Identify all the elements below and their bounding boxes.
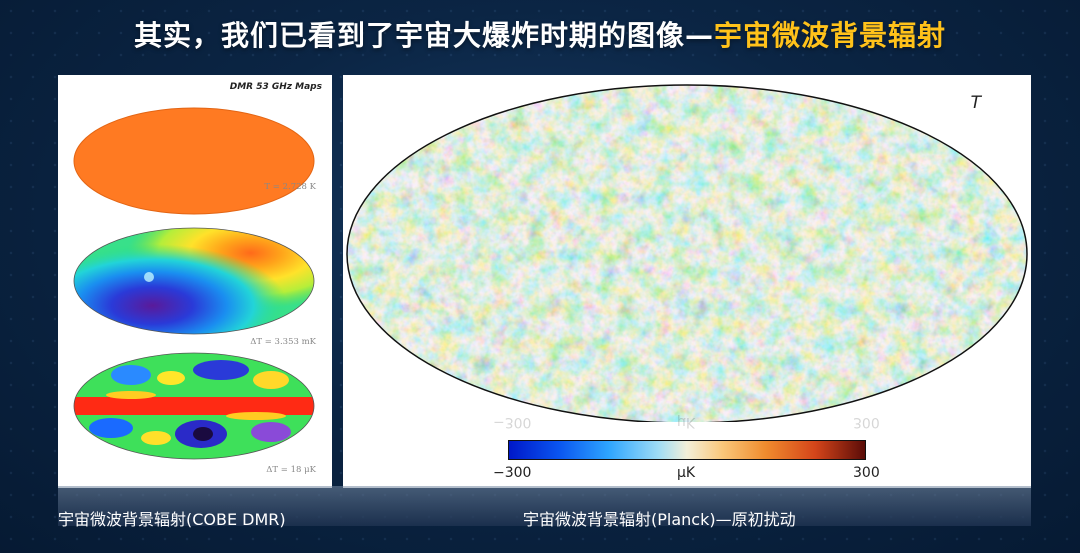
slide-title: 其实，我们已看到了宇宙大爆炸时期的图像—宇宙微波背景辐射 <box>0 14 1080 54</box>
cobe-monopole-map <box>73 107 315 215</box>
colorbar-unit-reflection: μK <box>677 414 696 430</box>
colorbar-min-label: −300 <box>493 465 532 481</box>
planck-field-label: T <box>970 93 981 113</box>
cobe-caption: 宇宙微波背景辐射(COBE DMR) <box>58 510 286 529</box>
colorbar-min-reflection: −300 <box>493 414 532 430</box>
title-highlight: 宇宙微波背景辐射 <box>714 19 947 52</box>
planck-panel: T <box>343 75 1031 488</box>
colorbar-max-reflection: 300 <box>853 414 880 430</box>
cobe-anisotropy-map <box>73 352 315 460</box>
planck-cmb-map <box>346 84 1028 422</box>
cobe-label-anisotropy: ΔT = 18 μK <box>266 465 316 475</box>
colorbar-unit-label: μK <box>677 465 696 481</box>
caption-bar <box>58 486 1031 526</box>
title-main: 其实，我们已看到了宇宙大爆炸时期的图像— <box>133 19 714 52</box>
cobe-header: DMR 53 GHz Maps <box>229 82 322 92</box>
colorbar-max-label: 300 <box>853 465 880 481</box>
cobe-dmr-panel: DMR 53 GHz Maps T = 2.728 K <box>58 75 332 488</box>
cobe-dipole-map <box>73 227 315 335</box>
cobe-label-dipole: ΔT = 3.353 mK <box>250 337 316 347</box>
temperature-colorbar <box>508 440 866 460</box>
planck-caption: 宇宙微波背景辐射(Planck)—原初扰动 <box>523 510 796 529</box>
cobe-label-temperature: T = 2.728 K <box>264 182 316 192</box>
